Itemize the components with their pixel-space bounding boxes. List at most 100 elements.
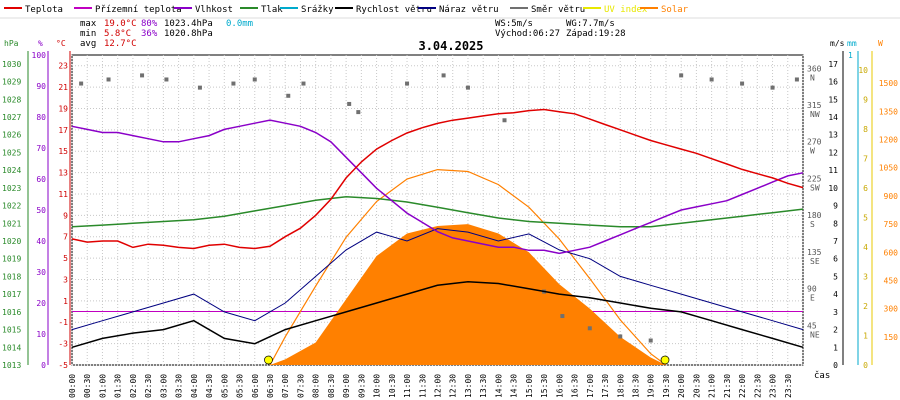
pct-tick: 80 [36,113,46,122]
dir-label: SW [810,183,820,192]
wind-direction-point [252,77,257,82]
chart-title: 3.04.2025 [418,39,483,53]
wind-direction-point [709,77,714,82]
time-tick: 06:30 [266,374,275,398]
time-tick: 14:00 [494,374,503,398]
time-tick: 19:30 [662,374,671,398]
uv-tick: 10 [858,66,868,75]
hpa-tick: 1026 [2,131,21,140]
time-tick: 13:00 [464,374,473,398]
pct-tick: 70 [36,144,46,153]
time-tick: 02:30 [144,374,153,398]
uv-tick: 7 [863,154,868,163]
uv-tick: 6 [863,184,868,193]
wind-direction-point [231,81,236,86]
uv-tick: 4 [863,243,868,252]
pct-tick: 0 [41,361,46,370]
stat-value: 0.0mm [226,19,253,29]
time-tick: 07:00 [281,374,290,398]
time-tick: 00:30 [83,374,92,398]
wind-direction-point [502,118,507,123]
time-tick: 12:30 [449,374,458,398]
w-tick: 1350 [879,107,898,116]
time-tick: 19:00 [647,374,656,398]
time-tick: 04:30 [205,374,214,398]
time-tick: 15:30 [540,374,549,398]
wind-direction-point [679,73,684,78]
ms-tick: 7 [833,237,838,246]
time-tick: 15:00 [525,374,534,398]
hpa-tick: 1022 [2,202,21,211]
time-tick: 23:00 [769,374,778,398]
pct-tick: 30 [36,268,46,277]
dir-label: NE [810,330,820,339]
stat-value: WS:5m/s [495,19,533,29]
time-tick: 01:30 [114,374,123,398]
c-unit: °C [56,39,66,48]
ms-tick: 15 [828,95,838,104]
hpa-tick: 1015 [2,326,21,335]
ms-unit: m/s [830,39,845,48]
time-tick: 16:30 [571,374,580,398]
stat-value: WG:7.7m/s [566,19,615,29]
time-tick: 11:00 [403,374,412,398]
w-tick: 1200 [879,136,898,145]
ms-tick: 13 [828,131,838,140]
time-tick: 10:30 [388,374,397,398]
uv-tick: 0 [863,361,868,370]
legend-label: Tlak [261,5,283,15]
pct-unit: % [38,39,43,48]
pct-tick: 90 [36,82,46,91]
w-tick: 1500 [879,79,898,88]
wind-direction-point [79,81,84,86]
w-tick: 750 [884,220,899,229]
ms-tick: 11 [828,166,838,175]
w-tick: 600 [884,248,899,257]
c-tick: 19 [58,104,68,113]
dir-tick: 360 [807,64,822,73]
wind-direction-point [648,338,653,343]
dir-label: E [810,294,815,303]
legend-label: Teplota [25,5,63,15]
wind-direction-point [441,73,446,78]
ms-tick: 3 [833,308,838,317]
c-tick: 23 [58,62,68,71]
time-tick: 00:00 [68,374,77,398]
axes: hPa% °C1030102910281027102610251024102310… [2,39,898,398]
ms-tick: 4 [833,290,838,299]
hpa-tick: 1024 [2,166,21,175]
pressure-line [71,195,804,228]
c-tick: -5 [58,361,68,370]
ms-tick: 0 [833,361,838,370]
c-tick: 3 [63,275,68,284]
legend-label: Solar [661,5,689,15]
time-tick: 03:30 [175,374,184,398]
time-tick: 14:30 [510,374,519,398]
hpa-tick: 1016 [2,308,21,317]
wind-direction-point [301,81,306,86]
solar-theoretical-line [269,169,667,366]
time-tick: 12:00 [434,374,443,398]
time-tick: 23:30 [784,374,793,398]
sun-marker [264,355,273,365]
time-tick: 20:00 [677,374,686,398]
dir-label: SE [810,257,820,266]
w-tick: 450 [884,276,899,285]
stat-value: 19.0°C [104,19,137,29]
legend-label: Vlhkost [195,5,233,15]
wind-direction-point [794,77,799,82]
dir-label: NW [810,110,820,119]
time-tick: 10:00 [373,374,382,398]
c-tick: 15 [58,147,68,156]
solar-area [269,224,666,365]
dir-tick: 90 [807,285,817,294]
w-tick: 300 [884,305,899,314]
wind-speed-line [71,280,804,349]
legend-label: UV index [604,5,648,15]
hpa-tick: 1023 [2,184,21,193]
stat-value: 1023.4hPa [164,19,213,29]
time-tick: 05:00 [220,374,229,398]
time-tick: 01:00 [98,374,107,398]
